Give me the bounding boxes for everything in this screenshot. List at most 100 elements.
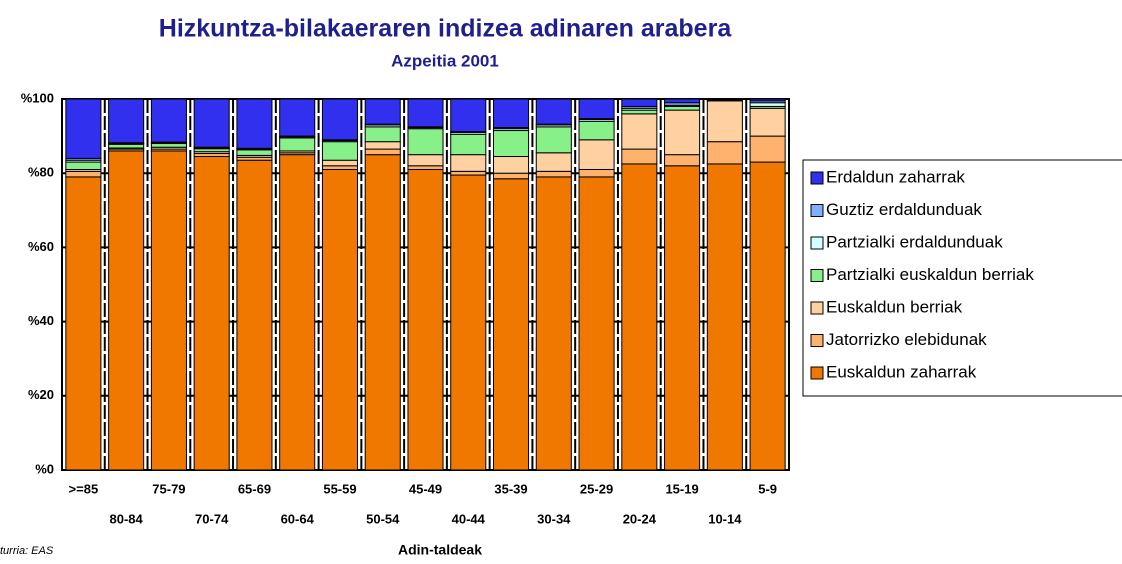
legend-swatch bbox=[810, 171, 824, 185]
bar-segment bbox=[578, 176, 615, 471]
bar-segment bbox=[364, 126, 401, 143]
y-tick-label: %100 bbox=[21, 90, 54, 105]
bar-segment bbox=[492, 98, 530, 129]
bar-segment bbox=[364, 141, 401, 150]
x-tick-label: 5-9 bbox=[758, 481, 777, 496]
bar-segment bbox=[364, 148, 401, 156]
legend-swatch bbox=[810, 301, 824, 315]
bar-segment bbox=[193, 156, 230, 471]
bar-segment bbox=[664, 98, 701, 104]
bar-segment bbox=[535, 170, 572, 178]
y-tick-label: %40 bbox=[28, 313, 54, 328]
bar-segment bbox=[749, 102, 786, 107]
bar-segment bbox=[492, 172, 530, 180]
legend-box bbox=[802, 159, 1122, 397]
bar-segment bbox=[150, 98, 187, 143]
x-axis-title: Adin-taldeak bbox=[398, 542, 482, 558]
bar-segment bbox=[321, 98, 359, 141]
x-tick-label: 40-44 bbox=[452, 511, 486, 526]
legend-label: Partzialki euskaldun berriak bbox=[826, 265, 1034, 284]
bar-segment bbox=[749, 161, 786, 471]
bar-segment bbox=[578, 120, 615, 141]
bar-segment bbox=[706, 163, 743, 471]
x-tick-label: 50-54 bbox=[366, 511, 400, 526]
legend-swatch bbox=[810, 366, 824, 380]
bar-segment bbox=[450, 170, 487, 176]
legend-swatch bbox=[810, 334, 824, 347]
x-tick-label: 10-14 bbox=[708, 511, 742, 526]
bar-segment bbox=[108, 143, 145, 149]
x-tick-label: 60-64 bbox=[281, 511, 315, 526]
bar-segment bbox=[407, 98, 444, 128]
bar-segment bbox=[621, 98, 658, 107]
bar-segment bbox=[621, 163, 658, 471]
x-tick-label: 15-19 bbox=[665, 481, 698, 496]
y-tick-label: %80 bbox=[28, 165, 54, 180]
y-tick-label: %0 bbox=[35, 461, 54, 476]
bar-segment bbox=[664, 165, 701, 471]
legend-label: Jatorrizko elebidunak bbox=[826, 330, 987, 349]
x-tick-label: 80-84 bbox=[110, 511, 144, 526]
bar-segment bbox=[150, 143, 187, 148]
bar-segment bbox=[706, 98, 743, 101]
source: turria: EAS bbox=[0, 545, 54, 557]
bar-segment bbox=[535, 126, 572, 154]
bar-segment bbox=[621, 148, 658, 165]
bar-segment bbox=[749, 98, 786, 102]
legend-label: Euskaldun berriak bbox=[826, 297, 963, 316]
legend-swatch bbox=[810, 236, 824, 250]
x-tick-label: 55-59 bbox=[323, 481, 356, 496]
bar-segment bbox=[749, 135, 786, 163]
bar-segment bbox=[621, 109, 658, 115]
y-tick-label: %20 bbox=[28, 387, 54, 402]
bar-segment bbox=[236, 98, 273, 149]
bar-segment bbox=[664, 105, 701, 111]
x-tick-label: 30-34 bbox=[537, 511, 571, 526]
bar-segment bbox=[364, 154, 401, 471]
bar-segment bbox=[407, 165, 444, 170]
x-tick-label: 70-74 bbox=[195, 511, 229, 526]
legend-label: Euskaldun zaharrak bbox=[826, 362, 977, 381]
legend-label: Guztiz erdaldunduak bbox=[826, 200, 982, 219]
bar-segment bbox=[150, 150, 187, 471]
chart-title: Hizkuntza-bilakaeraren indizea adinaren … bbox=[159, 15, 733, 43]
bar-segment bbox=[321, 159, 359, 167]
bar-segment bbox=[450, 154, 487, 172]
bar-segment bbox=[664, 109, 701, 156]
chart-subtitle: Azpeitia 2001 bbox=[391, 51, 499, 70]
bar-segment bbox=[321, 165, 359, 170]
legend-label: Partzialki erdaldunduak bbox=[826, 232, 1003, 251]
x-tick-label: 25-29 bbox=[580, 481, 613, 496]
bar-segment bbox=[706, 100, 743, 143]
bar-segment bbox=[621, 113, 658, 150]
bar-segment bbox=[108, 150, 145, 471]
bar-segment bbox=[65, 170, 102, 178]
bar-segment bbox=[236, 149, 273, 156]
bar-segment bbox=[578, 168, 615, 178]
x-tick-label: 75-79 bbox=[152, 481, 185, 496]
bar-segment bbox=[492, 156, 530, 174]
x-tick-label: 20-24 bbox=[623, 511, 657, 526]
bar-segment bbox=[407, 128, 444, 156]
bar-segment bbox=[749, 107, 786, 137]
bar-segment bbox=[578, 98, 615, 120]
bar-segment bbox=[535, 176, 572, 471]
bar-segment bbox=[450, 98, 487, 133]
bar-segment bbox=[108, 98, 145, 144]
bar-segment bbox=[364, 98, 401, 125]
bar-segment bbox=[65, 98, 102, 159]
bar-segment bbox=[279, 98, 316, 137]
bar-segment bbox=[578, 139, 615, 170]
bar-segment bbox=[535, 98, 572, 125]
y-tick-label: %60 bbox=[28, 239, 54, 254]
bar-segment bbox=[407, 154, 444, 167]
bar-segment bbox=[236, 159, 273, 471]
bar-segment bbox=[492, 178, 530, 471]
legend-label: Erdaldun zaharrak bbox=[826, 167, 965, 186]
bar-segment bbox=[65, 161, 102, 170]
bar-segment bbox=[65, 176, 102, 471]
legend-swatch bbox=[810, 204, 824, 217]
legend-swatch bbox=[810, 269, 824, 282]
x-tick-label: 45-49 bbox=[409, 481, 442, 496]
